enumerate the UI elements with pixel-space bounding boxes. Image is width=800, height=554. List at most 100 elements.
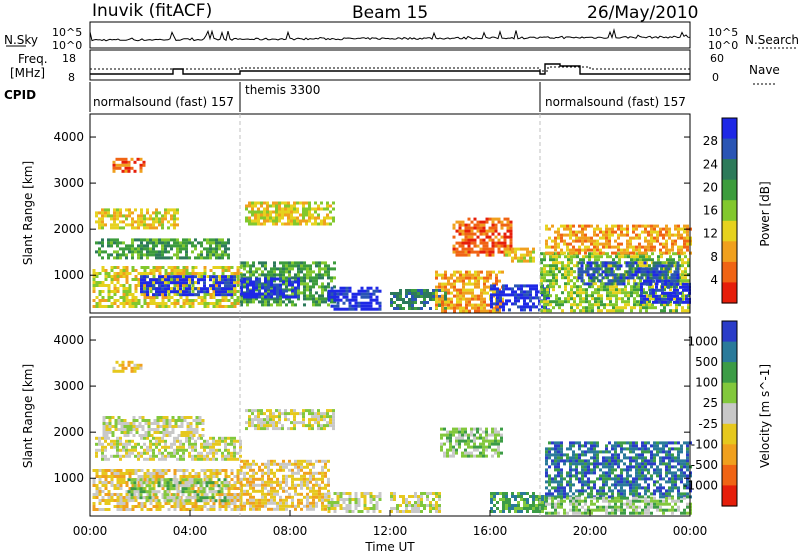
heatmap-cell — [543, 270, 546, 274]
heatmap-cell — [503, 235, 507, 239]
heatmap-cell — [659, 230, 662, 234]
heatmap-cell — [125, 281, 129, 284]
heatmap-cell — [287, 216, 290, 220]
heatmap-cell — [572, 251, 575, 255]
heatmap-cell — [178, 481, 182, 485]
heatmap-cell — [458, 232, 462, 236]
heatmap-cell — [270, 285, 273, 289]
heatmap-cell — [233, 457, 236, 461]
heatmap-cell — [200, 436, 203, 440]
heatmap-cell — [215, 275, 218, 279]
heatmap-cell — [486, 309, 489, 313]
heatmap-cell — [558, 303, 561, 307]
freq-panel-frame — [89, 49, 691, 81]
heatmap-cell — [569, 227, 572, 231]
heatmap-cell — [230, 454, 233, 458]
heatmap-cell — [603, 303, 606, 307]
heatmap-cell — [591, 297, 594, 301]
heatmap-cell — [501, 300, 504, 304]
heatmap-cell — [663, 294, 666, 298]
heatmap-cell — [275, 204, 278, 208]
heatmap-cell — [152, 238, 155, 242]
heatmap-cell — [161, 290, 164, 294]
heatmap-cell — [140, 247, 143, 251]
heatmap-cell — [107, 496, 111, 499]
heatmap-cell — [212, 436, 215, 440]
heatmap-cell — [452, 250, 456, 254]
heatmap-cell — [128, 439, 131, 443]
heatmap-cell — [605, 233, 608, 237]
heatmap-cell — [167, 256, 170, 260]
heatmap-cell — [206, 439, 209, 443]
heatmap-cell — [164, 445, 167, 449]
heatmap-cell — [545, 239, 548, 243]
heatmap-cell — [429, 298, 432, 301]
heatmap-cell — [158, 302, 162, 305]
heatmap-cell — [639, 264, 642, 268]
heatmap-cell — [264, 480, 267, 484]
heatmap-cell — [650, 242, 653, 246]
heatmap-cell — [273, 480, 276, 484]
heatmap-cell — [132, 425, 136, 428]
heatmap-cell — [681, 306, 684, 310]
heatmap-cell — [252, 495, 255, 499]
heatmap-cell — [212, 457, 215, 461]
heatmap-cell — [173, 299, 177, 302]
heatmap-cell — [432, 298, 435, 301]
heatmap-cell — [167, 454, 170, 458]
heatmap-cell — [132, 416, 136, 419]
heatmap-cell — [267, 288, 270, 292]
heatmap-cell — [288, 462, 291, 466]
heatmap-cell — [125, 272, 129, 275]
heatmap-cell — [429, 295, 432, 298]
heatmap-cell — [122, 275, 126, 278]
heatmap-cell — [249, 292, 252, 296]
heatmap-cell — [203, 445, 206, 449]
heatmap-cell — [183, 434, 187, 437]
heatmap-cell — [670, 273, 674, 277]
heatmap-cell — [285, 267, 288, 271]
heatmap-cell — [218, 299, 222, 302]
heatmap-cell — [107, 299, 111, 302]
heatmap-cell — [117, 428, 121, 431]
heatmap-cell — [444, 285, 447, 289]
heatmap-cell — [146, 241, 149, 245]
heatmap-cell — [168, 431, 172, 434]
heatmap-cell — [261, 294, 264, 298]
heatmap-cell — [315, 297, 318, 301]
heatmap-cell — [125, 269, 129, 272]
heatmap-cell — [573, 264, 576, 268]
heatmap-cell — [236, 269, 240, 272]
heatmap-cell — [155, 505, 159, 508]
heatmap-cell — [615, 300, 618, 304]
heatmap-cell — [169, 496, 173, 500]
heatmap-cell — [294, 507, 297, 511]
heatmap-cell — [321, 273, 324, 277]
heatmap-cell — [243, 282, 246, 286]
heatmap-cell — [662, 236, 665, 240]
heatmap-cell — [294, 280, 297, 284]
heatmap-cell — [570, 255, 573, 259]
heatmap-cell — [311, 213, 314, 217]
heatmap-cell — [273, 279, 276, 283]
heatmap-cell — [597, 297, 600, 301]
heatmap-cell — [136, 363, 140, 367]
heatmap-cell — [227, 281, 230, 285]
heatmap-cell — [609, 297, 612, 301]
heatmap-cell — [230, 436, 233, 440]
heatmap-cell — [185, 475, 189, 478]
heatmap-cell — [101, 299, 105, 302]
heatmap-cell — [160, 484, 164, 488]
heatmap-cell — [390, 301, 393, 304]
heatmap-cell — [240, 492, 243, 496]
heatmap-cell — [246, 471, 249, 475]
heatmap-cell — [645, 294, 648, 298]
heatmap-cell — [676, 279, 680, 283]
heatmap-cell — [557, 251, 560, 255]
heatmap-cell — [284, 207, 287, 211]
heatmap-cell — [211, 499, 215, 503]
heatmap-cell — [236, 278, 240, 281]
heatmap-cell — [167, 299, 171, 302]
heatmap-cell — [212, 454, 215, 458]
heatmap-cell — [182, 241, 185, 245]
